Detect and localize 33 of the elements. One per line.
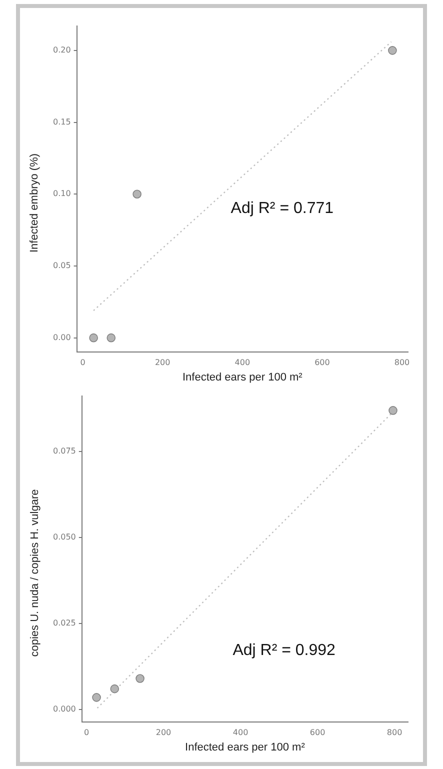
y-tick-label: 0.025 bbox=[52, 618, 76, 628]
x-tick-label: 600 bbox=[314, 358, 330, 368]
x-tick-label: 400 bbox=[234, 358, 250, 368]
x-tick-label: 0 bbox=[84, 728, 90, 738]
x-axis-title: Infected ears per 100 m² bbox=[182, 371, 303, 384]
x-axis-title: Infected ears per 100 m² bbox=[185, 741, 306, 754]
x-tick-label: 400 bbox=[232, 728, 248, 738]
y-tick-label: 0.20 bbox=[53, 46, 71, 55]
x-tick-label: 200 bbox=[154, 358, 170, 368]
point bbox=[106, 333, 116, 342]
point bbox=[92, 693, 101, 702]
y-tick-label: 0.10 bbox=[53, 189, 71, 198]
point bbox=[136, 674, 144, 683]
x-tick-label: 800 bbox=[386, 728, 402, 738]
point bbox=[388, 406, 398, 415]
annotation: Adj R² = 0.771 bbox=[230, 200, 334, 218]
x-tick-label: 600 bbox=[310, 728, 326, 738]
x-tick-label: 200 bbox=[156, 728, 172, 738]
annotation: Adj R² = 0.992 bbox=[232, 642, 336, 659]
y-axis-title: Infected embryo (%) bbox=[29, 153, 42, 253]
y-tick-label: 0.000 bbox=[52, 704, 76, 714]
y-tick-label: 0.05 bbox=[53, 261, 71, 270]
point bbox=[110, 684, 120, 694]
point bbox=[132, 190, 142, 199]
y-tick-label: 0.00 bbox=[53, 332, 71, 342]
point bbox=[89, 333, 98, 342]
y-tick-label: 0.15 bbox=[53, 117, 71, 126]
point bbox=[388, 46, 397, 55]
y-tick-label: 0.075 bbox=[52, 446, 76, 456]
x-tick-label: 800 bbox=[394, 358, 410, 368]
y-tick-label: 0.050 bbox=[52, 532, 76, 542]
x-tick-label: 0 bbox=[80, 358, 86, 368]
y-axis-title: copies U. nuda / copies H. vulgare bbox=[29, 489, 42, 657]
